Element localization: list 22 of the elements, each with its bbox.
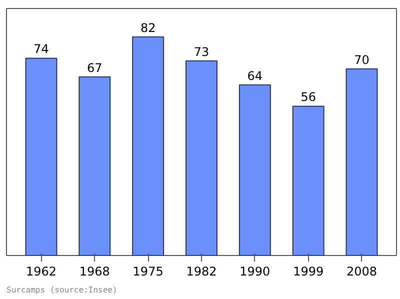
x-tick-label: 1999: [293, 264, 324, 278]
text: Surcamps (source:Insee): [6, 286, 118, 294]
bar: [346, 68, 378, 256]
data-label: 70: [354, 52, 370, 67]
bar: [186, 60, 218, 256]
x-tick-label: 1990: [240, 264, 270, 278]
data-label: 82: [140, 20, 156, 35]
bar: [292, 106, 324, 256]
bar: [238, 84, 271, 256]
x-tick-label: 1962: [26, 264, 57, 278]
data-label: 67: [87, 60, 102, 75]
bar: [25, 58, 58, 256]
data-label: 56: [300, 90, 316, 104]
x-tick-label: 1975: [132, 264, 164, 278]
bar: [132, 36, 164, 256]
data-label: 74: [34, 42, 49, 56]
x-tick-label: 2008: [346, 264, 378, 278]
bar: [78, 76, 111, 256]
data-label: 64: [247, 68, 263, 83]
x-tick-label: 1968: [79, 264, 110, 278]
data-label: 73: [194, 44, 210, 59]
x-tick-label: 1982: [186, 264, 217, 278]
